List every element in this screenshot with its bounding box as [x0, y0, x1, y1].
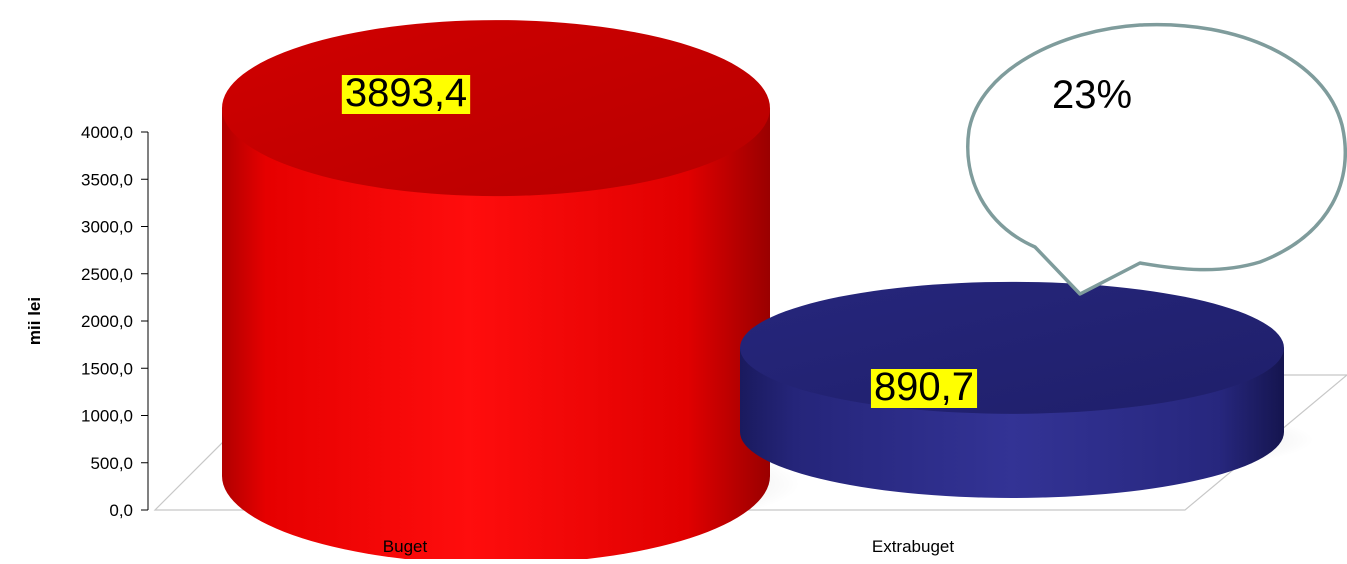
y-tick-label: 500,0 [90, 454, 133, 473]
bar-side [222, 108, 770, 564]
bar-value-label-background [341, 75, 471, 114]
bar-buget: 3893,4 [222, 20, 770, 564]
y-tick-label: 2000,0 [81, 312, 133, 331]
bar-value-label: 890,7 [874, 365, 974, 409]
callout-text: 23% [1052, 73, 1132, 117]
y-tick-label: 3000,0 [81, 218, 133, 237]
x-axis-labels: Buget Extrabuget [383, 537, 955, 556]
y-tick-label: 1500,0 [81, 359, 133, 378]
y-axis-ticks: 0,0 500,0 1000,0 1500,0 2000,0 2500,0 3000,0 35… [81, 123, 148, 520]
bar-value-label-background [870, 369, 978, 408]
bar-value-label: 3893,4 [345, 71, 467, 115]
y-tick-label: 0,0 [109, 501, 133, 520]
y-axis-title: mii lei [25, 297, 44, 345]
x-category-label: Buget [383, 537, 428, 556]
x-category-label: Extrabuget [872, 537, 954, 556]
bar-extrabuget: 890,7 [740, 281, 1284, 498]
y-tick-label: 1000,0 [81, 407, 133, 426]
bars-group: 3893,4 890,7 [222, 20, 1284, 564]
callout-bubble: 23% [966, 22, 1347, 296]
bar-top [222, 20, 770, 197]
bar-top [740, 281, 1284, 414]
y-tick-label: 3500,0 [81, 170, 133, 189]
callout-shape [966, 22, 1347, 296]
y-tick-label: 2500,0 [81, 265, 133, 284]
y-tick-label: 4000,0 [81, 123, 133, 142]
